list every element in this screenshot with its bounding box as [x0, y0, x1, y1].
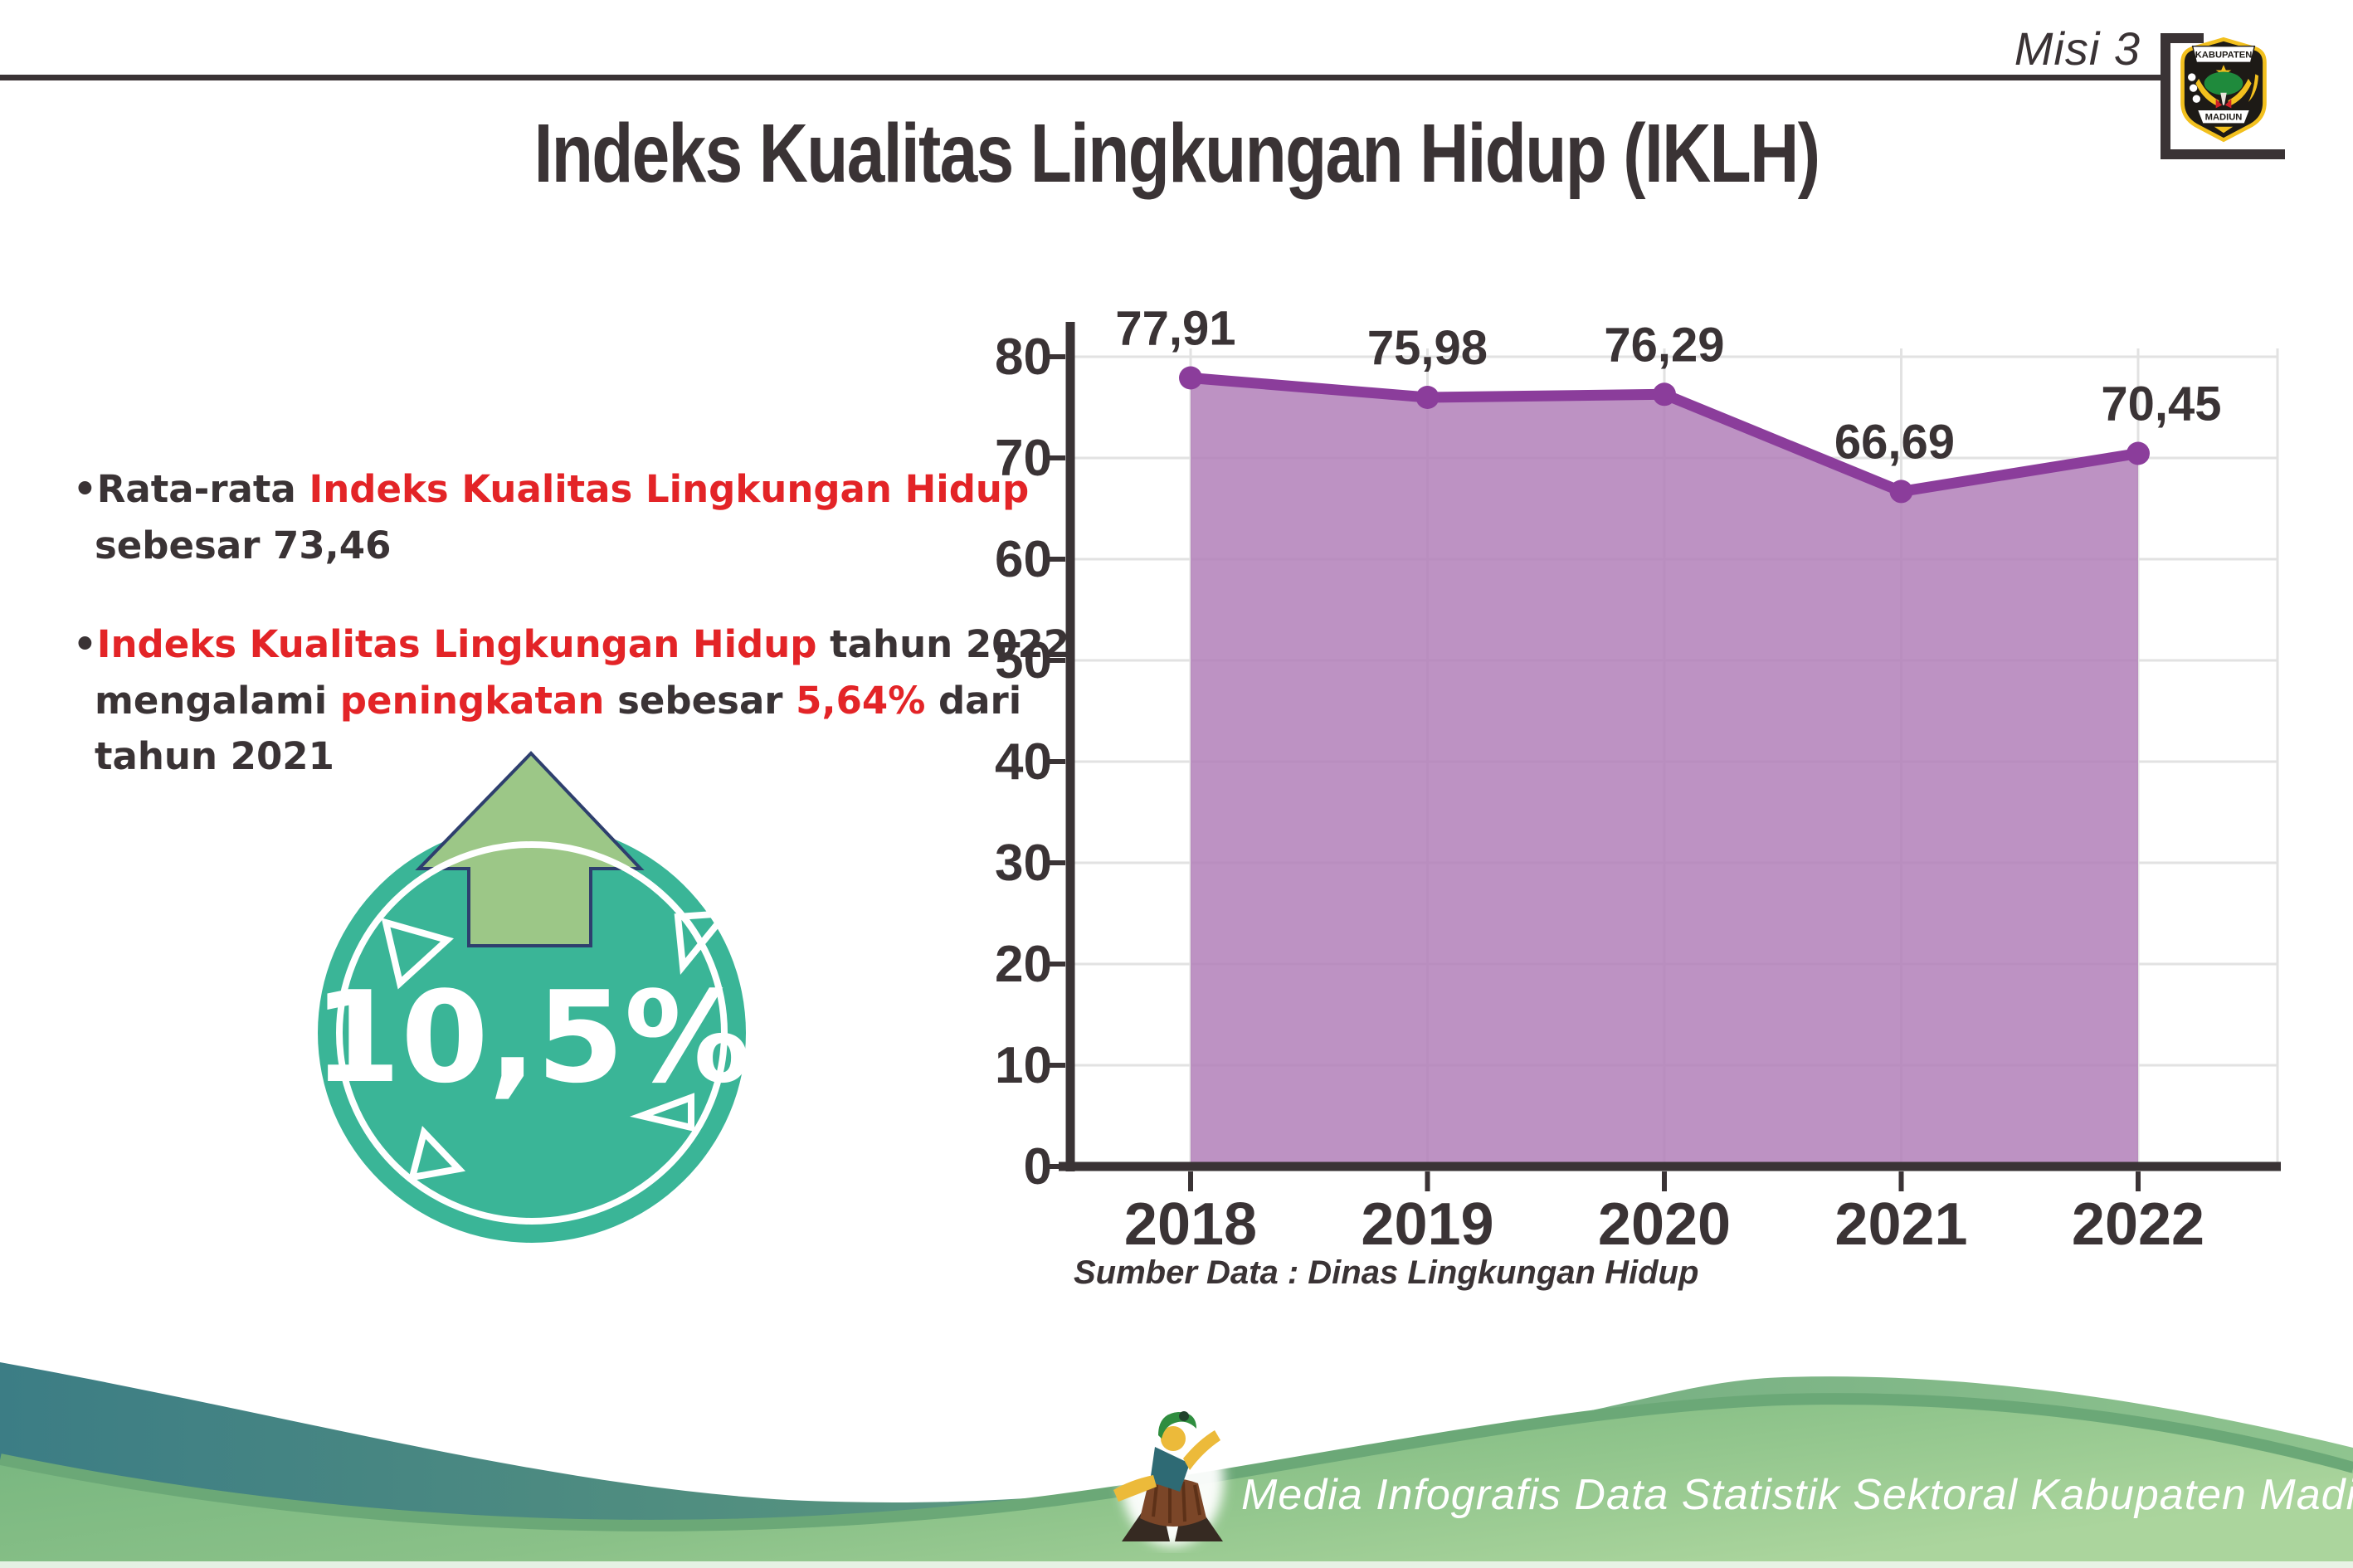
bullet-item: •Indeks Kualitas Lingkungan Hidup tahun …: [73, 616, 1069, 785]
chart-source-note: Sumber Data : Dinas Lingkungan Hidup: [1074, 1254, 1699, 1291]
bullet-text-segment: 5,64%: [796, 678, 926, 723]
bullet-item: •Rata-rata Indeks Kualitas Lingkungan Hi…: [73, 461, 1029, 574]
crest-banner-top: [2191, 46, 2256, 64]
crest-wing-left: [2195, 78, 2219, 107]
crest-tree-trunk: [2220, 92, 2227, 105]
crest-banner-bottom-text: MADIUN: [2205, 112, 2243, 122]
y-tick-label: 0: [1024, 1138, 1052, 1195]
crest-tree: [2204, 71, 2243, 95]
bullet-text-segment: mengalami: [95, 678, 340, 723]
data-label: 77,91: [1115, 301, 1235, 355]
logo-bracket-bottom: [2161, 149, 2285, 159]
y-tick-label: 20: [995, 936, 1052, 993]
badge-spark-se: [630, 1093, 694, 1132]
y-tick-label: 40: [995, 733, 1052, 791]
data-label: 70,45: [2101, 377, 2221, 431]
dancer-mascot-icon: [1113, 1411, 1224, 1546]
data-point: [1179, 366, 1202, 390]
iklh-area-chart: 0 10 20 30 40 50 60 70 80 2018 2019 2020 2021 2022 77,…: [995, 301, 2281, 1258]
badge-spark-sw: [407, 1126, 466, 1182]
bullet-text-segment: Indeks Kualitas Lingkungan Hidup: [309, 467, 1030, 511]
logo-bracket-vertical: [2161, 33, 2170, 159]
kabupaten-madiun-logo: KABUPATEN MADIUN: [2180, 37, 2267, 143]
crest-flag-right: [2224, 99, 2232, 109]
crest-rice: [2248, 74, 2258, 102]
data-point: [1653, 382, 1676, 407]
bullet-line: •Rata-rata Indeks Kualitas Lingkungan Hi…: [73, 461, 1029, 518]
bullet-text-segment: Indeks Kualitas Lingkungan Hidup: [96, 622, 817, 666]
crest-cotton-3: [2192, 95, 2200, 103]
bullet-line: •Indeks Kualitas Lingkungan Hidup tahun …: [73, 616, 1069, 673]
x-tick-label: 2021: [1834, 1191, 1967, 1258]
logo-bracket-top: [2161, 33, 2204, 43]
mascot-arm-left: [1113, 1475, 1157, 1502]
bullet-text-segment: Rata-rata: [96, 467, 309, 511]
footer-waves: [0, 1362, 2353, 1568]
badge-percent: 10,5%: [313, 964, 750, 1111]
bullet-text-segment: sebesar: [604, 678, 797, 723]
misi-label: Misi 3: [2014, 22, 2141, 75]
bullet-line: tahun 2021: [73, 728, 994, 785]
x-tick-label: 2019: [1361, 1191, 1493, 1258]
y-tick-label: 60: [995, 531, 1052, 588]
mascot-hat-knot: [1179, 1411, 1189, 1421]
x-tick-label: 2022: [2072, 1191, 2204, 1258]
page-title: Indeks Kualitas Lingkungan Hidup (IKLH): [533, 107, 1820, 200]
crest-base-mark: [2214, 126, 2234, 134]
data-point: [1415, 386, 1440, 409]
y-tick-label: 30: [995, 835, 1052, 892]
crest-flag-left: [2215, 99, 2223, 109]
bullet-text-segment: tahun 2022: [816, 622, 1070, 666]
bullet-dot: •: [73, 467, 97, 511]
crest-cotton-2: [2189, 84, 2198, 92]
data-label: 66,69: [1834, 415, 1955, 469]
badge-spark-ne: [674, 909, 733, 976]
data-point: [1889, 480, 1913, 504]
footer-dome: [0, 1405, 2353, 1568]
data-label: 76,29: [1604, 318, 1724, 372]
crest-cotton-1: [2188, 73, 2196, 81]
data-point: [2126, 441, 2150, 465]
bullet-text-segment: peningkatan: [339, 678, 605, 723]
bullet-line: sebesar 73,46: [73, 518, 994, 574]
footer-dome-rim: [0, 1393, 2353, 1533]
mascot-arm-right: [1183, 1430, 1220, 1470]
bullet-text-segment: dari: [925, 678, 1022, 723]
mascot-skirt-pattern: [1152, 1481, 1201, 1523]
bullet-text-segment: tahun 2021: [95, 734, 334, 778]
footer-ribbon-wave: [0, 1362, 2353, 1568]
header-rule: [0, 75, 2167, 80]
area-fill: [1191, 377, 2138, 1166]
y-tick-label: 10: [995, 1037, 1052, 1094]
increase-badge: 10,5%: [313, 751, 751, 1243]
bullet-line: mengalami peningkatan sebesar 5,64% dari: [73, 673, 1021, 729]
x-tick-label: 2018: [1124, 1191, 1257, 1258]
x-tick-label: 2020: [1598, 1191, 1731, 1258]
y-tick-label: 50: [995, 632, 1052, 689]
mascot-sash: [1150, 1447, 1190, 1492]
badge-inner-ring: [336, 841, 728, 1225]
crest-wing-right: [2228, 78, 2252, 107]
crest-banner-top-text: KABUPATEN: [2195, 51, 2253, 61]
crest-banner-bottom: [2196, 109, 2251, 124]
data-label: 75,98: [1367, 321, 1488, 375]
y-tick-label: 70: [995, 430, 1052, 487]
footer-bottom-strip: [0, 1561, 2353, 1568]
y-tick-label: 80: [995, 329, 1052, 386]
mascot-head: [1161, 1426, 1186, 1451]
bullet-text-segment: sebesar 73,46: [95, 523, 392, 567]
bullet-dot: •: [73, 622, 97, 666]
footer-credit: Media Infografis Data Statistik Sektoral…: [1241, 1471, 2353, 1519]
bullet-list: •Rata-rata Indeks Kualitas Lingkungan Hi…: [73, 461, 1069, 828]
badge-spark-nw: [381, 918, 455, 990]
